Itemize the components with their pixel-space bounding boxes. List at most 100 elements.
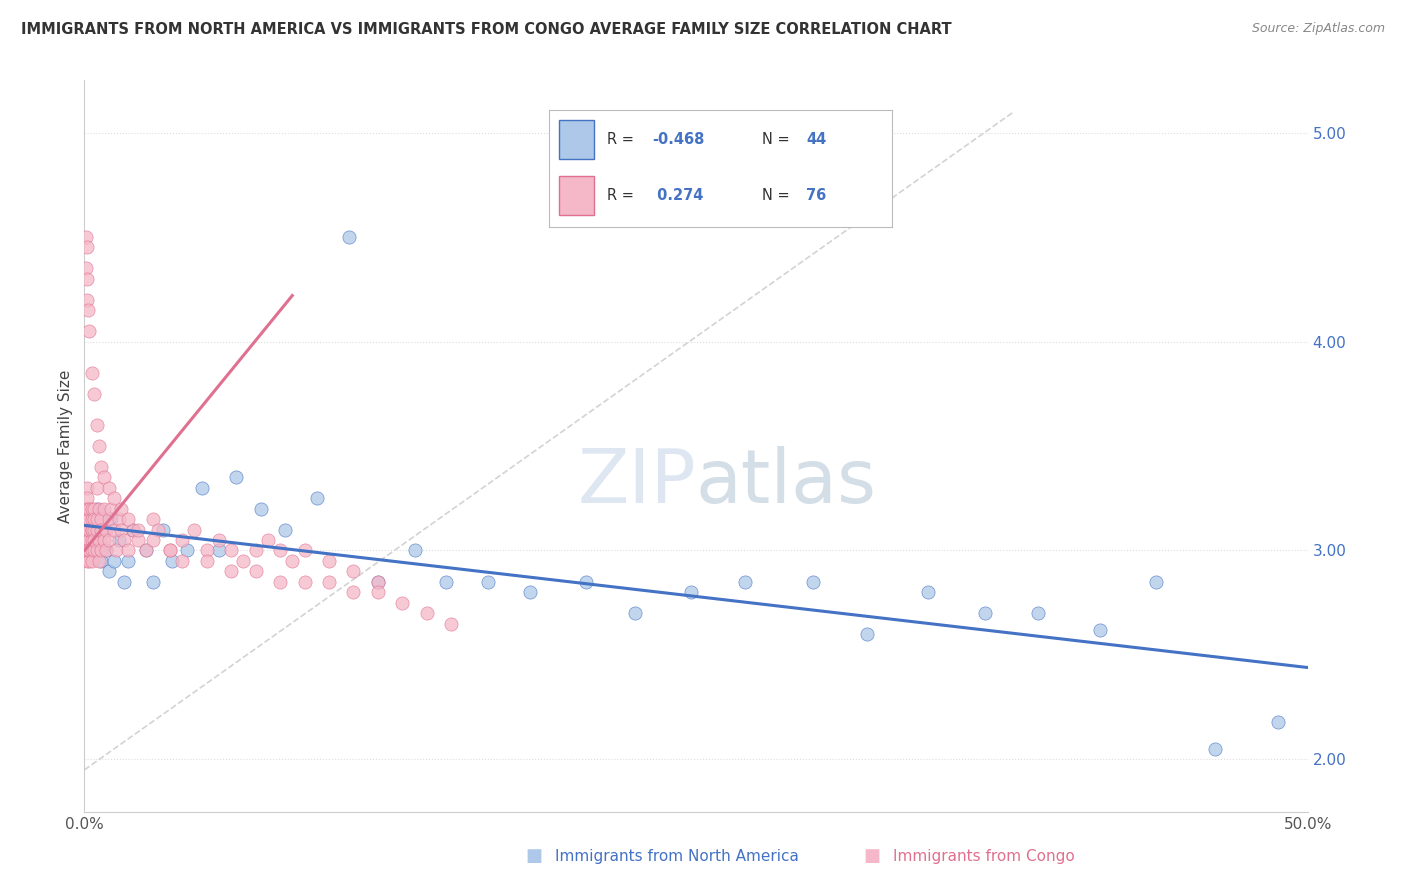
Point: [367, 585, 389, 599]
Text: ■: ■: [863, 847, 880, 865]
Point: [1028, 606, 1050, 620]
Point: [973, 606, 995, 620]
Point: [76, 491, 98, 506]
Point: [77, 554, 100, 568]
Point: [86, 543, 108, 558]
Point: [195, 543, 218, 558]
Point: [107, 533, 129, 547]
Point: [367, 574, 389, 589]
Point: [80, 533, 103, 547]
Point: [112, 533, 135, 547]
Point: [76, 240, 98, 254]
Point: [117, 512, 139, 526]
Point: [803, 574, 825, 589]
Text: Source: ZipAtlas.com: Source: ZipAtlas.com: [1251, 22, 1385, 36]
Point: [681, 585, 703, 599]
Point: [80, 501, 103, 516]
Point: [86, 481, 108, 495]
Point: [294, 574, 316, 589]
Point: [110, 523, 132, 537]
Point: [183, 523, 205, 537]
Point: [232, 554, 254, 568]
Point: [391, 596, 413, 610]
Point: [97, 533, 120, 547]
Point: [105, 543, 128, 558]
Point: [76, 512, 98, 526]
Point: [1144, 574, 1167, 589]
Point: [90, 554, 112, 568]
Point: [274, 523, 297, 537]
Point: [80, 512, 103, 526]
Point: [117, 543, 139, 558]
Point: [100, 501, 122, 516]
Text: atlas: atlas: [696, 446, 877, 519]
Point: [77, 501, 100, 516]
Point: [87, 439, 110, 453]
Point: [305, 491, 328, 506]
Point: [112, 574, 135, 589]
Point: [172, 554, 194, 568]
Text: IMMIGRANTS FROM NORTH AMERICA VS IMMIGRANTS FROM CONGO AVERAGE FAMILY SIZE CORRE: IMMIGRANTS FROM NORTH AMERICA VS IMMIGRA…: [21, 22, 952, 37]
Point: [281, 554, 304, 568]
Point: [404, 543, 426, 558]
Point: [142, 512, 165, 526]
Point: [159, 543, 181, 558]
Point: [734, 574, 756, 589]
Point: [440, 616, 463, 631]
Point: [269, 574, 291, 589]
Point: [90, 512, 112, 526]
Point: [100, 512, 122, 526]
Point: [146, 523, 169, 537]
Point: [219, 565, 242, 579]
Y-axis label: Average Family Size: Average Family Size: [58, 369, 73, 523]
Point: [83, 386, 105, 401]
Point: [77, 303, 100, 318]
Text: ZIP: ZIP: [578, 446, 696, 519]
Point: [87, 543, 110, 558]
Point: [76, 533, 98, 547]
Point: [208, 533, 231, 547]
Point: [162, 554, 184, 568]
Point: [80, 554, 103, 568]
Point: [917, 585, 939, 599]
Point: [86, 501, 108, 516]
Point: [76, 543, 98, 558]
Point: [245, 543, 267, 558]
Point: [142, 533, 165, 547]
Point: [90, 523, 112, 537]
Point: [1204, 742, 1226, 756]
Point: [477, 574, 499, 589]
Point: [225, 470, 247, 484]
Point: [80, 523, 103, 537]
Point: [77, 523, 100, 537]
Point: [127, 533, 149, 547]
Point: [122, 523, 145, 537]
Point: [342, 585, 364, 599]
Point: [318, 554, 340, 568]
Point: [83, 501, 105, 516]
Point: [83, 512, 105, 526]
Point: [257, 533, 280, 547]
Point: [80, 366, 103, 380]
Point: [76, 523, 98, 537]
Point: [76, 543, 98, 558]
Point: [159, 543, 181, 558]
Point: [76, 543, 98, 558]
Point: [135, 543, 157, 558]
Point: [142, 574, 165, 589]
Point: [176, 543, 198, 558]
Point: [83, 533, 105, 547]
Point: [96, 543, 118, 558]
Point: [318, 574, 340, 589]
Point: [97, 512, 120, 526]
Point: [152, 523, 174, 537]
Point: [77, 543, 100, 558]
Point: [172, 533, 194, 547]
Point: [1088, 623, 1111, 637]
Point: [856, 627, 879, 641]
Point: [249, 501, 271, 516]
Point: [107, 512, 129, 526]
Point: [208, 543, 231, 558]
Point: [75, 230, 97, 244]
Point: [90, 543, 112, 558]
